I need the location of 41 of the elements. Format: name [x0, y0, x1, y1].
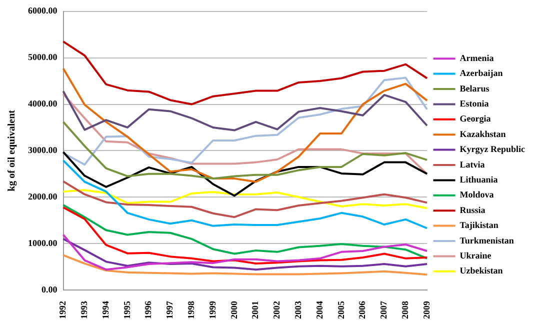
legend-label: Belarus [460, 83, 490, 94]
y-tick-label: 6000.00 [28, 6, 58, 16]
x-tick-label: 2003 [292, 300, 303, 319]
y-tick-label: 4000.00 [28, 98, 58, 109]
x-tick-label: 2007 [378, 300, 389, 319]
x-tick-label: 1996 [143, 300, 154, 319]
x-tick-label: 2005 [336, 300, 346, 319]
legend-label: Kyrgyz Republic [460, 144, 526, 154]
legend-label: Georgia [460, 114, 492, 124]
x-tick-label: 2004 [314, 300, 324, 319]
y-tick-label: 5000.00 [28, 52, 58, 62]
x-tick-label: 1997 [164, 300, 175, 319]
x-tick-label: 1993 [78, 300, 89, 319]
legend-label: Azerbaijan [460, 68, 503, 78]
x-tick-label: 1999 [207, 300, 218, 319]
y-tick-label: 0.00 [42, 284, 58, 294]
x-tick-label: 1998 [186, 300, 196, 319]
legend-label: Latvia [460, 159, 486, 170]
x-tick-label: 2009 [421, 300, 432, 319]
x-tick-label: 2000 [228, 300, 239, 319]
legend-label: Moldova [460, 190, 494, 200]
y-tick-label: 3000.00 [28, 145, 58, 156]
legend-label: Tajikistan [460, 220, 498, 230]
x-tick-label: 2006 [357, 300, 368, 319]
legend-label: Russia [460, 204, 486, 215]
x-tick-label: 2002 [272, 300, 282, 319]
x-tick-label: 1995 [122, 300, 132, 319]
x-tick-label: 2001 [250, 300, 260, 319]
y-axis-title: kg of oil equivalent [6, 109, 18, 192]
x-tick-label: 1992 [58, 300, 68, 319]
y-tick-label: 2000.00 [28, 191, 58, 202]
legend-label: Ukraine [460, 250, 492, 261]
legend-label: Lithuania [460, 174, 498, 185]
x-tick-label: 2008 [400, 300, 410, 319]
legend-label: Uzbekistan [460, 266, 503, 276]
legend-label: Armenia [460, 52, 494, 63]
y-tick-label: 1000.00 [28, 238, 58, 248]
x-tick-label: 1994 [100, 300, 110, 319]
legend-label: Estonia [460, 98, 490, 109]
legend-label: Turkmenistan [460, 235, 514, 246]
legend-label: Kazakhstan [460, 128, 506, 139]
